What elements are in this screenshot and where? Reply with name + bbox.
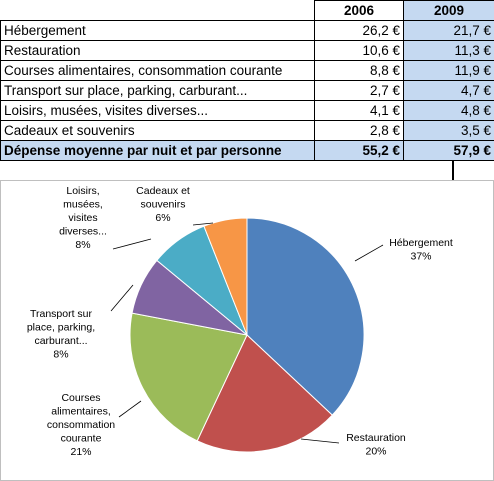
pie-slice-label: Transport sur place, parking, carburant...… — [27, 308, 95, 361]
row-value-2006: 4,1 € — [314, 100, 404, 121]
pie-slice — [129, 312, 248, 442]
table-total-row: Dépense moyenne par nuit et par personne… — [0, 140, 494, 161]
table-row: Transport sur place, parking, carburant.… — [0, 80, 494, 101]
table-row: Restauration 10,6 € 11,3 € — [0, 40, 494, 61]
table-row: Courses alimentaires, consommation coura… — [0, 60, 494, 81]
row-label: Courses alimentaires, consommation coura… — [0, 60, 315, 81]
header-blank — [0, 0, 315, 21]
total-label: Dépense moyenne par nuit et par personne — [0, 140, 315, 161]
row-value-2009: 4,7 € — [403, 80, 494, 101]
row-value-2009: 11,9 € — [403, 60, 494, 81]
expense-table: 2006 2009 Hébergement 26,2 € 21,7 € Rest… — [0, 0, 494, 161]
row-label: Restauration — [0, 40, 315, 61]
pie-percent-label: 6% — [155, 212, 170, 224]
row-value-2009: 21,7 € — [403, 20, 494, 41]
row-value-2009: 11,3 € — [403, 40, 494, 61]
total-value-2006: 55,2 € — [314, 140, 404, 161]
pie-slice-label: Loisirs, musées, visites diverses... 8% — [59, 185, 107, 251]
pie-leader-line — [110, 284, 134, 312]
pie-slice — [196, 334, 333, 453]
row-value-2006: 2,8 € — [314, 120, 404, 141]
row-value-2009: 3,5 € — [403, 120, 494, 141]
header-2006: 2006 — [314, 0, 404, 21]
header-2009: 2009 — [403, 0, 494, 21]
row-label: Cadeaux et souvenirs — [0, 120, 315, 141]
pie-slice-label: Hébergement 37% — [389, 237, 453, 263]
pie-chart-canvas: Hébergement 37% Restauration 20% Courses alim… — [27, 185, 453, 458]
table-row: Hébergement 26,2 € 21,7 € — [0, 20, 494, 41]
pie-slice — [246, 217, 365, 416]
pie-leader-line — [300, 438, 340, 444]
pie-leader-line — [192, 222, 214, 226]
pie-leader-line — [354, 244, 384, 262]
pie-slice-label: Courses alimentaires, consommation courante… — [47, 392, 115, 458]
pie-percent-label: 37% — [410, 251, 431, 263]
pie-leader-line — [118, 400, 142, 418]
pie-slice — [203, 217, 248, 336]
row-value-2009: 4,8 € — [403, 100, 494, 121]
pie-slice-label: Cadeaux et souvenirs 6% — [136, 185, 190, 224]
row-label: Loisirs, musées, visites diverses... — [0, 100, 315, 121]
pie-percent-label: 8% — [53, 349, 68, 361]
pie-slice-label: Restauration 20% — [346, 432, 406, 458]
row-value-2006: 2,7 € — [314, 80, 404, 101]
pie-leader-line — [112, 238, 152, 250]
row-value-2006: 10,6 € — [314, 40, 404, 61]
table-row: Loisirs, musées, visites diverses... 4,1… — [0, 100, 494, 121]
pie-percent-label: 20% — [365, 446, 386, 458]
pie-percent-label: 21% — [70, 446, 91, 458]
total-value-2009: 57,9 € — [403, 140, 494, 161]
row-label: Transport sur place, parking, carburant.… — [0, 80, 315, 101]
row-value-2006: 8,8 € — [314, 60, 404, 81]
table-header-row: 2006 2009 — [0, 0, 494, 21]
pie-percent-label: 8% — [75, 239, 90, 251]
row-value-2006: 26,2 € — [314, 20, 404, 41]
table-chart-connector — [452, 160, 454, 180]
table-row: Cadeaux et souvenirs 2,8 € 3,5 € — [0, 120, 494, 141]
pie-chart: Hébergement 37% Restauration 20% Courses alim… — [0, 180, 494, 481]
row-label: Hébergement — [0, 20, 315, 41]
